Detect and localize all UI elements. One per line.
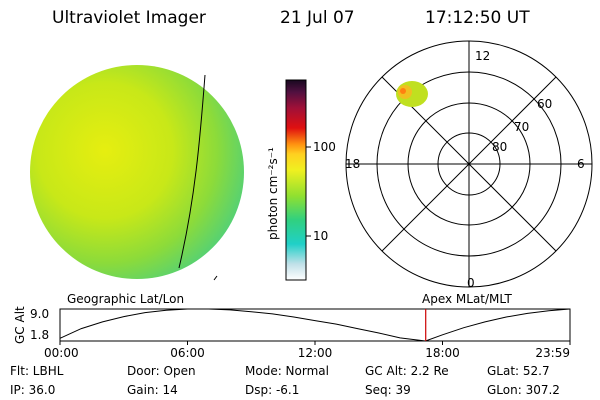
status-gc-alt: GC Alt: 2.2 Re — [365, 364, 449, 378]
chart-y-tick-top: 9.0 — [30, 307, 49, 321]
colorbar-unit-label: photon cm⁻²s⁻¹ — [266, 147, 280, 240]
status-mode: Mode: Normal — [245, 364, 329, 378]
colorbar-label-100: 100 — [313, 140, 336, 154]
image-date: 21 Jul 07 — [280, 8, 355, 28]
polar-plot — [345, 40, 593, 288]
colorbar-label-10: 10 — [313, 229, 328, 243]
x-tick-label: 18:00 — [425, 346, 460, 360]
mlt-label-6: 6 — [577, 157, 585, 171]
status-flt: Flt: LBHL — [10, 364, 64, 378]
x-tick-label: 00:00 — [44, 346, 79, 360]
mlt-label-12: 12 — [475, 49, 490, 63]
lat-label-60: 60 — [537, 97, 552, 111]
status-gain: Gain: 14 — [127, 383, 178, 397]
image-time: 17:12:50 UT — [425, 8, 530, 28]
uv-earth-disk — [30, 65, 244, 279]
tick-mark — [213, 275, 218, 281]
status-seq: Seq: 39 — [365, 383, 411, 397]
chart-title-right: Apex MLat/MLT — [422, 292, 512, 306]
series-line-altitude — [59, 308, 570, 342]
status-glat: GLat: 52.7 — [487, 364, 550, 378]
x-tick-label: 12:00 — [298, 346, 333, 360]
status-glon: GLon: 307.2 — [487, 383, 560, 397]
status-door: Door: Open — [127, 364, 196, 378]
chart-y-label: GC Alt — [13, 306, 27, 344]
chart-y-tick-bottom: 1.8 — [30, 328, 49, 342]
mlt-label-18: 18 — [345, 157, 360, 171]
chart-title-left: Geographic Lat/Lon — [67, 292, 184, 306]
mlt-label-0: 0 — [467, 276, 475, 290]
auroral-spot — [396, 81, 428, 107]
status-ip: IP: 36.0 — [10, 383, 56, 397]
lat-label-70: 70 — [514, 120, 529, 134]
uv-image — [30, 65, 244, 281]
x-tick-label: 23:59 — [535, 346, 570, 360]
app-title: Ultraviolet Imager — [52, 8, 206, 28]
terminator-line — [178, 74, 206, 269]
x-tick-label: 06:00 — [170, 346, 205, 360]
polar-diagonal-2 — [381, 76, 557, 252]
status-dsp: Dsp: -6.1 — [245, 383, 300, 397]
orbit-altitude-chart: Geographic Lat/Lon Apex MLat/MLT GC Alt … — [13, 292, 571, 360]
colorbar-scale — [285, 79, 307, 281]
colorbar: 100 10 photon cm⁻²s⁻¹ — [266, 79, 336, 281]
lat-label-80: 80 — [492, 140, 507, 154]
